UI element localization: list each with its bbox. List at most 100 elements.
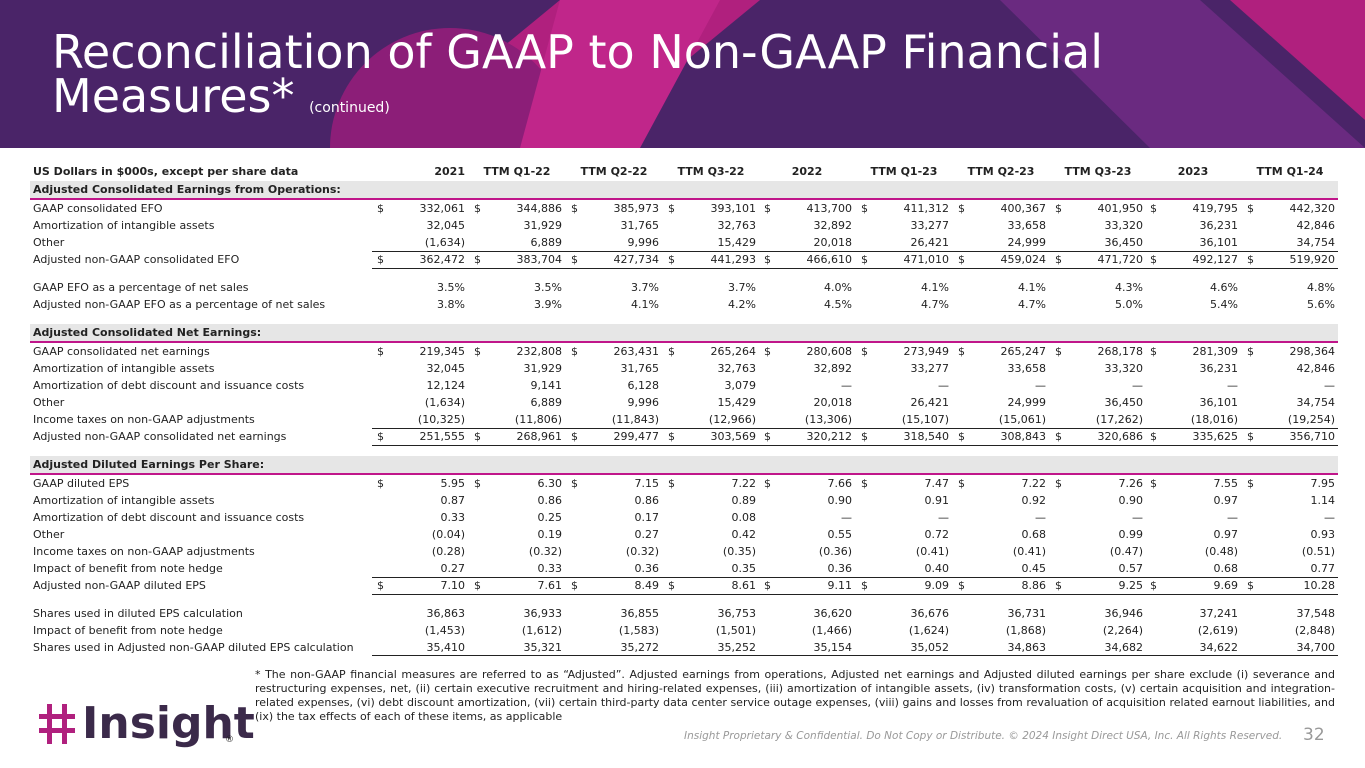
row-label: Impact of benefit from note hedge — [33, 624, 223, 637]
cell: 35,272 — [620, 641, 660, 654]
currency-sign: $ — [571, 430, 578, 443]
row-label: Adjusted non-GAAP consolidated EFO — [33, 253, 240, 266]
currency-sign: $ — [474, 253, 481, 266]
cell: 3,079 — [724, 379, 757, 392]
cell: 5.4% — [1210, 298, 1238, 311]
currency-sign: $ — [861, 202, 868, 215]
cell: 0.45 — [1021, 562, 1047, 575]
cell: 281,309 — [1192, 345, 1239, 358]
cell: 320,212 — [806, 430, 853, 443]
cell: 0.68 — [1021, 528, 1047, 541]
currency-sign: $ — [1247, 202, 1254, 215]
currency-sign: $ — [861, 579, 868, 592]
cell: 34,754 — [1296, 396, 1336, 409]
cell: (0.28) — [431, 545, 465, 558]
currency-sign: $ — [1150, 430, 1157, 443]
row-label: Other — [33, 528, 65, 541]
total-rule — [372, 639, 1338, 656]
cell: 385,973 — [613, 202, 660, 215]
cell: 15,429 — [717, 236, 757, 249]
cell: 7.22 — [1021, 477, 1047, 490]
cell: 24,999 — [1007, 396, 1047, 409]
row-label: Amortization of intangible assets — [33, 362, 215, 375]
cell: 31,929 — [523, 219, 563, 232]
cell: 0.55 — [827, 528, 853, 541]
cell: 0.93 — [1310, 528, 1336, 541]
cell: 42,846 — [1296, 219, 1336, 232]
cell: 0.27 — [634, 528, 660, 541]
currency-sign: $ — [668, 579, 675, 592]
cell: 0.27 — [440, 562, 466, 575]
currency-sign: $ — [1150, 345, 1157, 358]
cell: 265,264 — [710, 345, 757, 358]
cell: 4.2% — [728, 298, 756, 311]
cell: 7.22 — [731, 477, 757, 490]
cell: 20,018 — [813, 396, 853, 409]
column-header: TTM Q2-23 — [967, 165, 1035, 178]
cell: 0.99 — [1118, 528, 1144, 541]
cell: 318,540 — [903, 430, 950, 443]
cell: 5.6% — [1307, 298, 1335, 311]
cell: (0.41) — [915, 545, 949, 558]
cell: 34,700 — [1296, 641, 1336, 654]
cell: (0.41) — [1012, 545, 1046, 558]
column-header: TTM Q3-22 — [677, 165, 745, 178]
cell: 34,754 — [1296, 236, 1336, 249]
currency-sign: $ — [1150, 477, 1157, 490]
cell: 303,569 — [710, 430, 757, 443]
cell: 0.97 — [1213, 494, 1239, 507]
cell: (0.32) — [528, 545, 562, 558]
cell: 280,608 — [806, 345, 853, 358]
currency-sign: $ — [668, 253, 675, 266]
cell: 33,658 — [1007, 219, 1047, 232]
cell: (1,868) — [1005, 624, 1046, 637]
currency-sign: $ — [1055, 477, 1062, 490]
cell: 320,686 — [1097, 430, 1144, 443]
cell: 0.92 — [1021, 494, 1047, 507]
cell: 0.25 — [537, 511, 563, 524]
cell: 335,625 — [1192, 430, 1239, 443]
currency-sign: $ — [474, 477, 481, 490]
cell: 0.68 — [1213, 562, 1239, 575]
cell: 471,010 — [903, 253, 950, 266]
cell: 35,321 — [523, 641, 563, 654]
cell: 265,247 — [1000, 345, 1047, 358]
cell: 12,124 — [426, 379, 466, 392]
cell: — — [1227, 511, 1238, 524]
currency-sign: $ — [861, 345, 868, 358]
cell: — — [1324, 379, 1335, 392]
currency-sign: $ — [958, 253, 965, 266]
row-label: Other — [33, 396, 65, 409]
cell: 298,364 — [1289, 345, 1336, 358]
column-header: TTM Q2-22 — [580, 165, 648, 178]
cell: 356,710 — [1289, 430, 1336, 443]
currency-sign: $ — [1247, 430, 1254, 443]
cell: 0.91 — [924, 494, 950, 507]
row-label: Impact of benefit from note hedge — [33, 562, 223, 575]
cell: 3.5% — [534, 281, 562, 294]
cell: 519,920 — [1289, 253, 1336, 266]
column-header: TTM Q1-23 — [870, 165, 938, 178]
cell: 36,933 — [523, 607, 563, 620]
cell: 3.7% — [631, 281, 659, 294]
cell: 419,795 — [1192, 202, 1239, 215]
cell: — — [841, 379, 852, 392]
cell: 0.90 — [1118, 494, 1144, 507]
column-header: TTM Q3-23 — [1064, 165, 1132, 178]
page-number: 32 — [1303, 725, 1325, 745]
cell: 36,101 — [1199, 236, 1239, 249]
row-label: Adjusted non-GAAP EFO as a percentage of… — [33, 298, 326, 311]
cell: 0.57 — [1118, 562, 1144, 575]
cell: 3.5% — [437, 281, 465, 294]
cell: 0.35 — [731, 562, 757, 575]
cell: 9.25 — [1118, 579, 1144, 592]
cell: 8.49 — [634, 579, 660, 592]
cell: (1,624) — [908, 624, 949, 637]
cell: 4.8% — [1307, 281, 1335, 294]
cell: — — [1035, 379, 1046, 392]
cell: (15,107) — [901, 413, 949, 426]
cell: 33,658 — [1007, 362, 1047, 375]
cell: 383,704 — [516, 253, 563, 266]
title: Reconciliation of GAAP to Non-GAAP Finan… — [52, 25, 1103, 123]
